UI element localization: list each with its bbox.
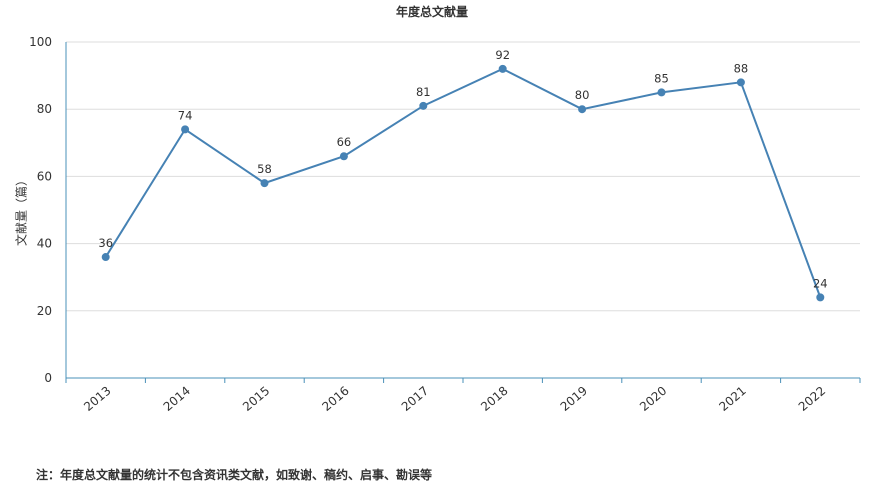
- x-tick-label: 2013: [81, 384, 113, 414]
- data-label: 92: [495, 48, 510, 62]
- y-tick-label: 80: [37, 102, 52, 116]
- axes: [65, 42, 861, 383]
- data-point[interactable]: [816, 293, 825, 302]
- data-point[interactable]: [339, 152, 348, 161]
- x-tick-label: 2020: [637, 384, 669, 414]
- data-label: 80: [575, 88, 590, 102]
- y-tick-labels: 0 20 40 60 80 100: [29, 35, 52, 385]
- data-label: 74: [178, 108, 193, 122]
- y-tick-label: 0: [44, 371, 52, 385]
- data-label: 36: [98, 236, 113, 250]
- x-tick-label: 2015: [240, 384, 272, 414]
- footnote: 注：年度总文献量的统计不包含资讯类文献，如致谢、稿约、启事、勘误等: [36, 468, 433, 482]
- x-tick-label: 2018: [478, 384, 510, 414]
- x-tick-label: 2021: [716, 384, 748, 414]
- data-label: 88: [734, 61, 749, 75]
- y-tick-label: 60: [37, 169, 52, 183]
- series-line: [104, 67, 822, 298]
- data-point[interactable]: [181, 125, 190, 134]
- data-point[interactable]: [101, 253, 110, 262]
- data-label: 66: [337, 135, 352, 149]
- data-point[interactable]: [419, 101, 428, 110]
- x-tick-labels: 2013 2014 2015 2016 2017 2018 2019 2020 2021 2022: [81, 384, 828, 414]
- data-point[interactable]: [578, 105, 587, 114]
- x-tick-label: 2017: [399, 384, 431, 414]
- x-tick-label: 2016: [319, 384, 351, 414]
- x-tick-label: 2022: [796, 384, 828, 414]
- y-tick-label: 100: [29, 35, 52, 49]
- chart-title: 年度总文献量: [396, 4, 468, 19]
- data-label: 85: [654, 71, 669, 85]
- data-label: 24: [813, 276, 828, 290]
- x-tick-label: 2019: [558, 384, 590, 414]
- data-point[interactable]: [736, 78, 745, 87]
- x-tick-label: 2014: [161, 384, 193, 414]
- data-label: 81: [416, 85, 431, 99]
- series-group: 36 74 58 66 81 92 80 85 88 24: [98, 48, 828, 302]
- data-point[interactable]: [498, 64, 507, 73]
- grid-lines: [66, 41, 860, 312]
- y-axis-label: 文献量（篇）: [14, 174, 29, 246]
- y-tick-label: 40: [37, 237, 52, 251]
- data-point[interactable]: [260, 179, 269, 188]
- data-label: 58: [257, 162, 272, 176]
- data-point[interactable]: [657, 88, 666, 97]
- y-tick-label: 20: [37, 304, 52, 318]
